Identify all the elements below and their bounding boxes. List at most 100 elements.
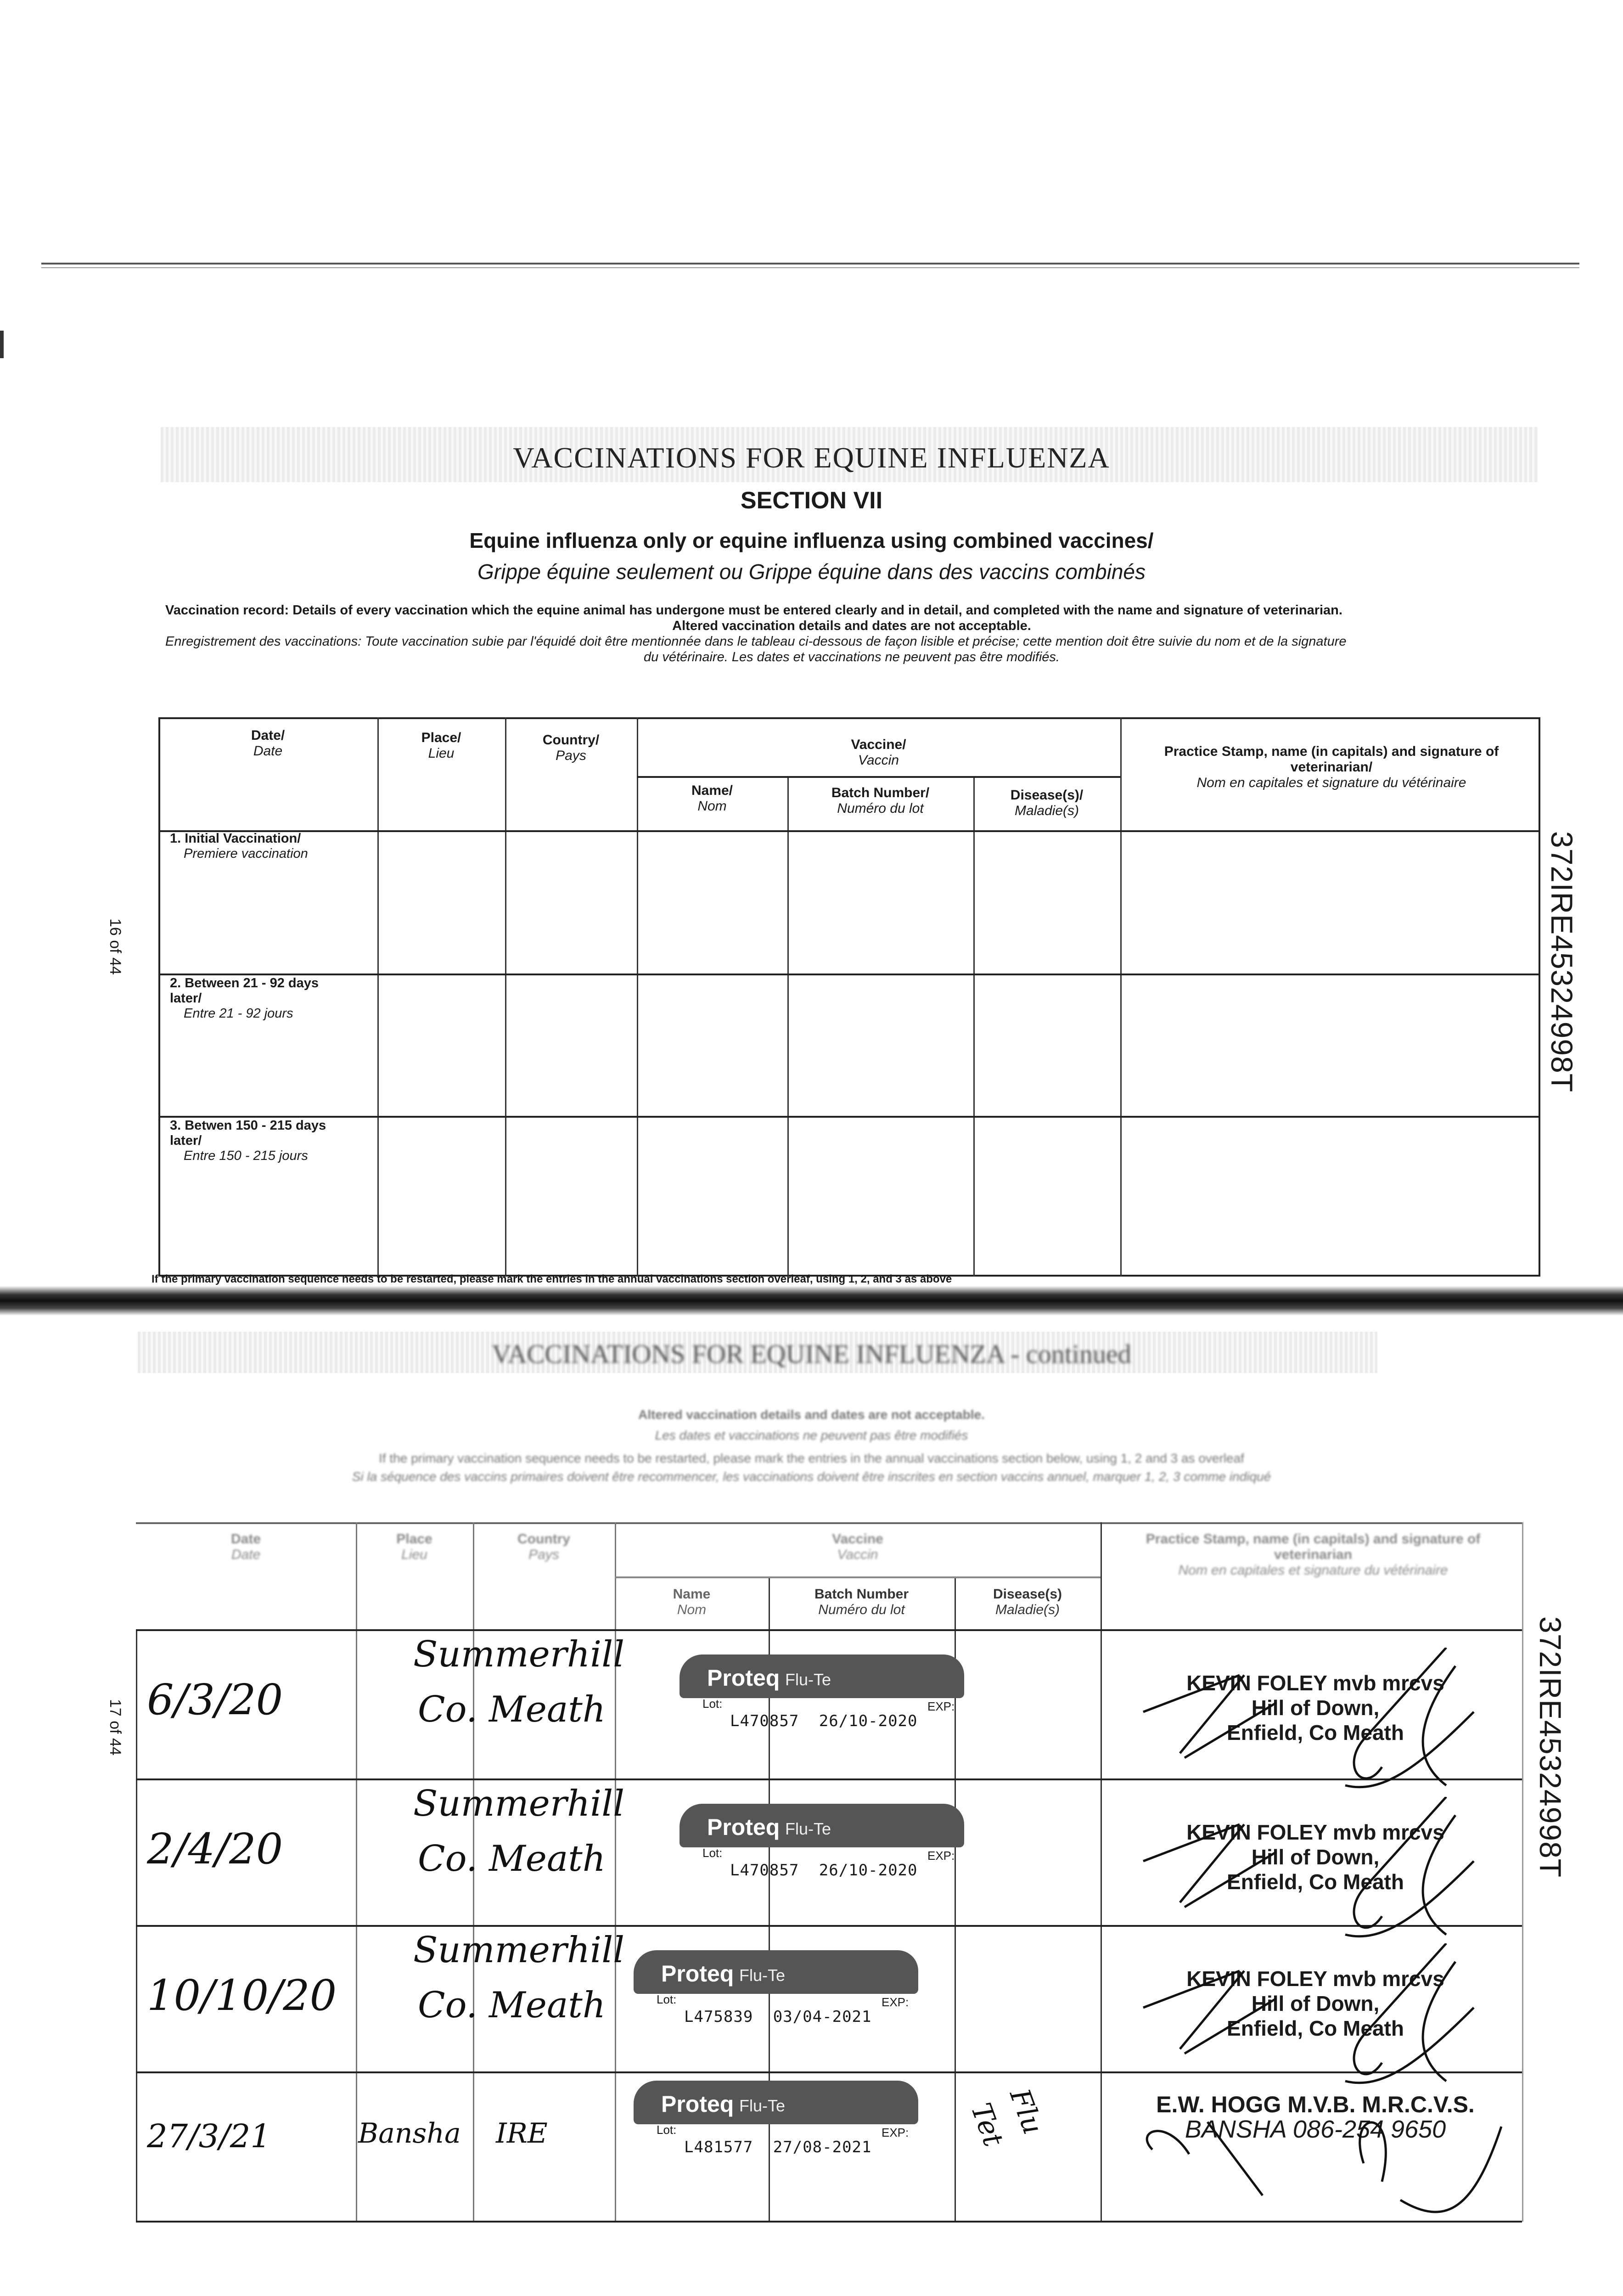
stamp-line-2: Hill of Down, (1251, 1696, 1380, 1720)
continued-title-band (138, 1332, 1377, 1373)
sticker-brand: Proteq (661, 2091, 734, 2117)
col-divider (356, 1522, 357, 2222)
handwritten-date: 27/3/21 (147, 2117, 271, 2155)
col-divider (473, 1522, 474, 2222)
row-divider (158, 974, 1540, 975)
practice-stamp: KEVIN FOLEY mvb mrcvs Hill of Down, Enfiel… (1120, 1820, 1511, 1894)
row-label-initial: 1. Initial Vaccination/Premiere vaccinat… (170, 831, 308, 861)
handwritten-country: IRE (496, 2117, 548, 2150)
sticker-product: Flu-Te (739, 1966, 786, 1985)
handwritten-country: Co. Meath (418, 1838, 606, 1880)
header-disease: Disease(s) Maladie(s) (993, 1587, 1062, 1617)
batch-number: L481577 (684, 2138, 753, 2156)
vaccine-sticker: Proteq Flu-Te Lot: EXP: L470857 26/10-2020 (680, 1654, 964, 1737)
handwritten-country: Co. Meath (418, 1985, 606, 2026)
col-divider (973, 776, 975, 1277)
subtitle-fr: Grippe équine seulement ou Grippe équine… (477, 560, 1146, 584)
sticker-lot-exp: L475839 03/04-2021 (684, 2008, 871, 2026)
practice-stamp: KEVIN FOLEY mvb mrcvs Hill of Down, Enfiel… (1120, 1671, 1511, 1745)
stamp-vet-name: KEVIN FOLEY mvb mrcvs (1186, 1967, 1444, 1991)
vaccine-sticker: Proteq Flu-Te Lot: EXP: L481577 27/08-2021 (634, 2081, 918, 2163)
vaccine-sticker: Proteq Flu-Te Lot: EXP: L475839 03/04-2021 (634, 1950, 918, 2033)
col-divider (615, 1522, 616, 2222)
stamp-line-2: BANSHA 086-254 9650 (1185, 2116, 1446, 2143)
stamp-line-2: Hill of Down, (1251, 1992, 1380, 2015)
serial-number-bottom: 372IRE45324998T (1533, 1616, 1567, 1878)
header-stamp: Practice Stamp, name (in capitals) and s… (1164, 744, 1499, 790)
stamp-line-3: Enfield, Co Meath (1227, 2016, 1404, 2040)
sticker-lot-label: Lot: (657, 1992, 677, 2006)
practice-stamp: E.W. HOGG M.V.B. M.R.C.V.S. BANSHA 086-25… (1120, 2092, 1511, 2142)
row-divider (136, 2071, 1522, 2073)
handwritten-place: Summerhill (413, 1930, 625, 1971)
handwritten-date: 2/4/20 (147, 1824, 283, 1874)
header-date: Date/Date (251, 728, 285, 759)
header-stamp: Practice Stamp, name (in capitals) and s… (1146, 1531, 1481, 1578)
batch-number: L470857 (730, 1861, 799, 1880)
handwritten-date: 6/3/20 (147, 1675, 283, 1724)
sticker-product: Flu-Te (785, 1819, 831, 1838)
practice-stamp: KEVIN FOLEY mvb mrcvs Hill of Down, Enfiel… (1120, 1966, 1511, 2041)
header-disease: Disease(s)/Maladie(s) (1010, 788, 1084, 818)
edge-mark (0, 331, 4, 358)
col-divider (377, 717, 379, 1277)
top-rule (41, 263, 1579, 264)
header-place: Place Lieu (396, 1531, 432, 1562)
page-title: VACCINATIONS FOR EQUINE INFLUENZA (513, 441, 1110, 474)
header-date: Date Date (230, 1531, 261, 1562)
handwritten-date: 10/10/20 (147, 1971, 337, 2020)
col-divider (1120, 717, 1122, 1277)
header-vaccine: Vaccine/Vaccin (851, 737, 906, 768)
sticker-exp-label: EXP: (882, 2126, 909, 2139)
sticker-brand: Proteq (707, 1814, 780, 1840)
page-number-17: 17 of 44 (107, 1699, 124, 1756)
sticker-product: Flu-Te (739, 2096, 786, 2115)
scan-fold-shadow (0, 1286, 1623, 1316)
sticker-exp-label: EXP: (882, 1995, 909, 2009)
continued-restart-en: If the primary vaccination sequence need… (379, 1451, 1244, 1465)
record-en-1: Vaccination record: Details of every vac… (165, 603, 1342, 618)
sticker-band (634, 2081, 918, 2124)
stamp-line-2: Hill of Down, (1251, 1845, 1380, 1869)
record-fr-1: Enregistrement des vaccinations: Toute v… (165, 634, 1347, 649)
sticker-lot-label: Lot: (657, 2123, 677, 2137)
record-en-2: Altered vaccination details and dates ar… (672, 619, 1031, 633)
header-divider (158, 830, 1540, 832)
table-top (136, 1522, 1522, 1524)
handwritten-place: Bansha (358, 2117, 461, 2150)
sticker-lot-exp: L470857 26/10-2020 (730, 1861, 917, 1880)
handwritten-place: Summerhill (413, 1783, 625, 1824)
restart-footnote: If the primary vaccination sequence need… (152, 1273, 952, 1285)
header-name: Name Nom (673, 1587, 711, 1617)
row-label-third: 3. Betwen 150 - 215 days later/Entre 150… (170, 1118, 326, 1163)
sticker-exp-label: EXP: (927, 1699, 955, 1713)
handwritten-country: Co. Meath (418, 1689, 606, 1730)
handwritten-disease: Flu Tet (964, 2084, 1049, 2151)
batch-number: L470857 (730, 1712, 799, 1730)
stamp-vet-name: KEVIN FOLEY mvb mrcvs (1186, 1671, 1444, 1695)
continued-note-en: Altered vaccination details and dates ar… (638, 1407, 985, 1422)
continued-note-fr: Les dates et vaccinations ne peuvent pas… (655, 1428, 968, 1442)
col-divider (955, 1576, 956, 2222)
stamp-vet-name: E.W. HOGG M.V.B. M.R.C.V.S. (1156, 2092, 1475, 2117)
sticker-band (680, 1804, 964, 1847)
stamp-vet-name: KEVIN FOLEY mvb mrcvs (1186, 1820, 1444, 1844)
batch-number: L475839 (684, 2008, 753, 2026)
col-divider (505, 717, 506, 1277)
continued-restart-fr: Si la séquence des vaccins primaires doi… (352, 1469, 1271, 1484)
sticker-exp-label: EXP: (927, 1849, 955, 1863)
expiry-date: 03/04-2021 (773, 2008, 872, 2026)
header-name: Name/Nom (691, 783, 733, 814)
row-divider (136, 1778, 1522, 1780)
col-divider (787, 776, 789, 1277)
sticker-brand: Proteq (661, 1961, 734, 1986)
header-place: Place/Lieu (421, 730, 461, 761)
record-fr-2: du vétérinaire. Les dates et vaccination… (644, 650, 1060, 664)
sticker-lot-exp: L481577 27/08-2021 (684, 2138, 871, 2156)
sticker-lot-label: Lot: (702, 1846, 723, 1860)
row-divider (158, 1116, 1540, 1118)
header-batch: Batch Number Numéro du lot (814, 1587, 909, 1617)
expiry-date: 26/10-2020 (819, 1861, 918, 1880)
serial-number-top: 372IRE45324998T (1545, 831, 1579, 1093)
sticker-band (680, 1654, 964, 1698)
